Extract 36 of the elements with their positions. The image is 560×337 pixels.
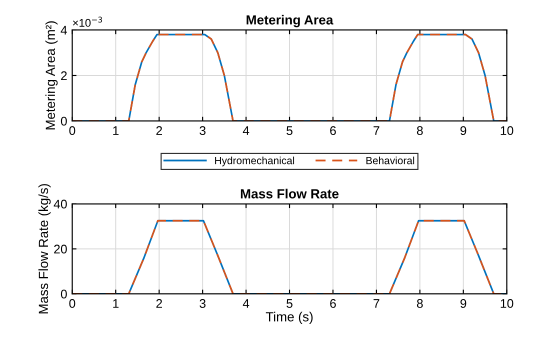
x-tick-label: 8 <box>416 299 423 308</box>
x-tick-label: 2 <box>156 299 162 308</box>
x-tick-label: 6 <box>330 299 336 308</box>
chart-title: Metering Area <box>246 14 334 28</box>
x-tick-label: 3 <box>200 126 206 136</box>
y-tick-label: 0 <box>60 116 67 126</box>
x-tick-label: 9 <box>460 299 466 308</box>
y-tick-label: 4 <box>60 26 68 35</box>
x-tick-label: 5 <box>286 299 292 308</box>
x-tick-label: 0 <box>69 299 76 308</box>
y-tick-label: 40 <box>54 200 67 209</box>
x-tick-label: 7 <box>374 299 380 308</box>
y-tick-label: 2 <box>61 71 67 80</box>
x-tick-label: 5 <box>286 126 292 136</box>
x-tick-label: 1 <box>113 126 119 135</box>
x-tick-label: 3 <box>200 299 206 308</box>
chart-title: Mass Flow Rate <box>240 188 339 198</box>
text: ×10$^{−3}$ <box>73 16 102 27</box>
x-tick-label: 0 <box>69 126 76 136</box>
x-axis-title: Time (s) <box>266 312 313 324</box>
x-tick-label: 10 <box>500 126 514 136</box>
legend-label: Hydromechanical <box>215 156 294 166</box>
x-tick-label: 8 <box>416 126 423 136</box>
x-tick-label: 6 <box>330 126 336 136</box>
x-tick-label: 1 <box>113 299 119 308</box>
y-tick-label: 0 <box>60 290 67 299</box>
x-tick-label: 4 <box>242 126 250 135</box>
x-tick-label: 9 <box>460 126 466 136</box>
y-axis-title: Metering Area (m²) <box>45 21 58 130</box>
legend-label: Behavioral <box>366 156 414 164</box>
x-tick-label: 10 <box>500 299 514 308</box>
y-axis-title: Mass Flow Rate (kg/s) <box>38 184 51 314</box>
x-tick-label: 4 <box>242 299 250 308</box>
y-tick-label: 20 <box>54 244 67 254</box>
x-tick-label: 2 <box>156 126 162 135</box>
x-tick-label: 7 <box>374 126 380 135</box>
